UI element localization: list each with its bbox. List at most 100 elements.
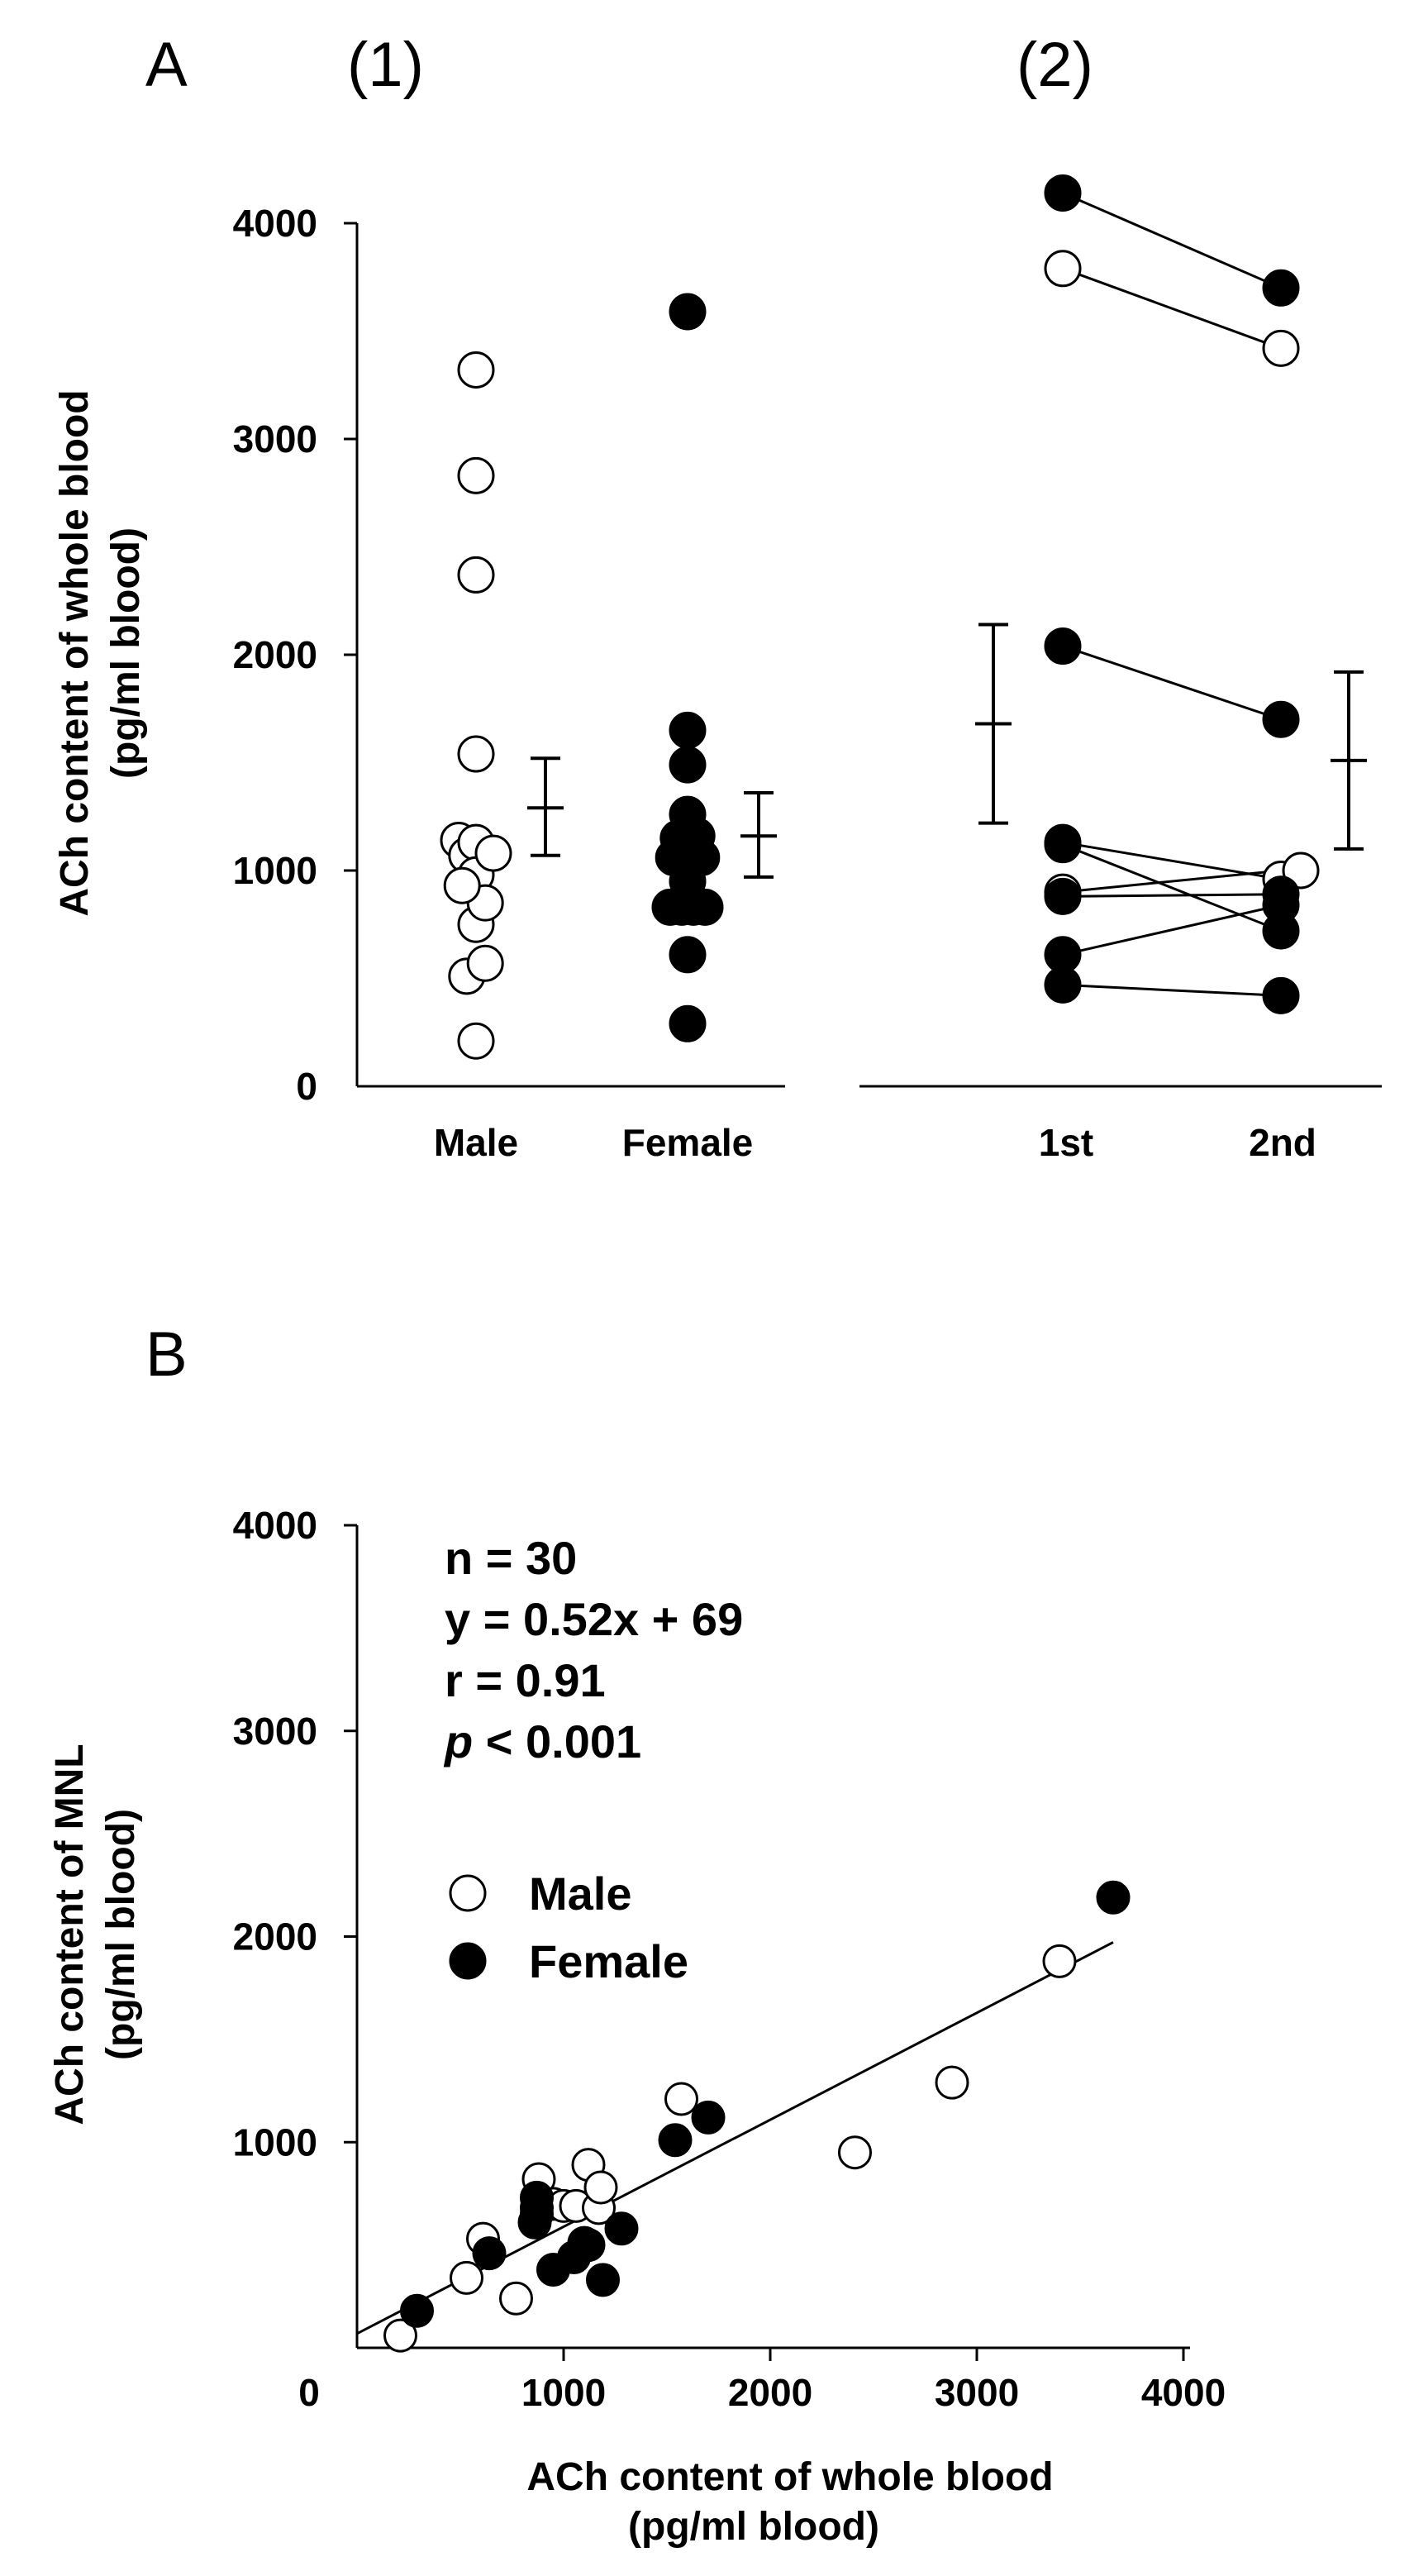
panel-a1-axes: 4000 3000 2000 1000 0 Male Female ACh conten… bbox=[53, 202, 785, 1164]
a1-x-tick-male: Male bbox=[434, 1121, 518, 1164]
b-point-female bbox=[400, 2293, 434, 2328]
a1-point-male bbox=[474, 834, 512, 872]
a1-x-tick-female: Female bbox=[622, 1121, 754, 1164]
stat-p-symbol: p bbox=[443, 1715, 473, 1767]
a1-point-male bbox=[457, 556, 495, 594]
b-x-tick-label: 4000 bbox=[1141, 2371, 1226, 2414]
b-y-title-line2: (pg/ml blood) bbox=[99, 1809, 143, 2060]
a1-point-female bbox=[669, 711, 707, 749]
panel-b-marks bbox=[356, 1880, 1131, 2353]
b-point-male bbox=[383, 2318, 417, 2353]
a1-point-female bbox=[686, 888, 724, 926]
b-y-tick-label: 2000 bbox=[233, 1915, 317, 1958]
stat-r: r = 0.91 bbox=[445, 1654, 606, 1706]
b-point-female bbox=[520, 2197, 554, 2231]
b-point-male bbox=[935, 2065, 969, 2100]
b-point-male bbox=[838, 2135, 872, 2170]
a1-y-title-line2: (pg/ml blood) bbox=[104, 527, 148, 779]
a2-point-1st bbox=[1044, 627, 1082, 665]
b-point-female bbox=[1096, 1880, 1131, 1915]
a2-pair-line bbox=[1062, 192, 1282, 289]
a2-point-2nd bbox=[1262, 976, 1300, 1014]
b-origin-label: 0 bbox=[298, 2371, 320, 2414]
a1-point-male bbox=[457, 735, 495, 773]
stat-n: n = 30 bbox=[445, 1532, 577, 1584]
a1-point-female bbox=[669, 862, 707, 900]
a1-point-female bbox=[669, 936, 707, 974]
a2-point-1st bbox=[1044, 826, 1082, 864]
a1-point-male bbox=[466, 944, 504, 982]
stat-equation: y = 0.52x + 69 bbox=[445, 1593, 743, 1645]
b-point-female bbox=[658, 2123, 693, 2158]
b-point-male bbox=[450, 2260, 483, 2295]
a1-point-male bbox=[457, 351, 495, 389]
b-point-male bbox=[583, 2170, 618, 2205]
a1-y-title-line1: ACh content of whole blood bbox=[53, 389, 97, 916]
legend-male-marker bbox=[449, 1874, 487, 1912]
b-stats: n = 30 y = 0.52x + 69 r = 0.91 p < 0.001 bbox=[443, 1532, 743, 1767]
a2-point-1st bbox=[1044, 250, 1082, 288]
panel-a1-marks bbox=[440, 293, 777, 1060]
b-point-female bbox=[691, 2100, 726, 2135]
a1-point-male bbox=[457, 456, 495, 494]
a2-pair-line bbox=[1062, 267, 1282, 350]
b-point-female bbox=[604, 2211, 639, 2246]
a2-pair-line bbox=[1062, 869, 1282, 894]
a1-y-tick-label: 3000 bbox=[233, 417, 317, 460]
a2-x-tick-2nd: 2nd bbox=[1249, 1121, 1316, 1164]
b-x-title-line1: ACh content of whole blood bbox=[526, 2455, 1053, 2499]
b-point-male bbox=[664, 2082, 698, 2116]
a1-point-male bbox=[443, 866, 481, 904]
a1-y-tick-label: 2000 bbox=[233, 633, 317, 676]
a2-pair-line bbox=[1062, 983, 1282, 997]
a2-x-tick-1st: 1st bbox=[1039, 1121, 1093, 1164]
a2-point-2nd bbox=[1262, 700, 1300, 738]
b-point-male bbox=[1042, 1944, 1077, 1978]
legend-female-marker bbox=[449, 1942, 487, 1980]
a2-pair-line bbox=[1062, 843, 1282, 933]
a2-point-2nd bbox=[1262, 886, 1300, 924]
a1-point-male bbox=[457, 1022, 495, 1060]
a1-y-tick-label: 0 bbox=[296, 1065, 317, 1108]
a2-point-2nd bbox=[1262, 329, 1300, 367]
a2-point-1st bbox=[1044, 174, 1082, 212]
panel-a-label: A bbox=[145, 30, 188, 100]
b-point-female bbox=[472, 2236, 507, 2271]
b-x-tick-label: 2000 bbox=[728, 2371, 812, 2414]
b-point-female bbox=[571, 2228, 606, 2263]
a1-point-female bbox=[669, 1004, 707, 1042]
a2-pair-line bbox=[1062, 904, 1282, 956]
b-x-ticks: 1000 2000 3000 4000 bbox=[521, 2348, 1226, 2414]
a2-point-2nd bbox=[1262, 269, 1300, 307]
b-point-male bbox=[499, 2281, 533, 2316]
b-legend: Male Female bbox=[449, 1868, 688, 1987]
legend-male-label: Male bbox=[529, 1868, 632, 1920]
b-y-tick-label: 3000 bbox=[233, 1710, 317, 1753]
a2-pair-line bbox=[1062, 645, 1282, 721]
a2-point-1st bbox=[1044, 966, 1082, 1004]
a1-point-female bbox=[669, 293, 707, 331]
a2-point-1st bbox=[1044, 877, 1082, 915]
b-x-title-line2: (pg/ml blood) bbox=[628, 2505, 879, 2549]
b-x-tick-label: 3000 bbox=[935, 2371, 1019, 2414]
a1-y-tick-label: 1000 bbox=[233, 849, 317, 892]
b-y-tick-label: 4000 bbox=[233, 1504, 317, 1547]
panel-a2-marks bbox=[975, 174, 1367, 1014]
panel-a2-axes: 1st 2nd bbox=[859, 1085, 1382, 1164]
panel-b-axes: 4000 3000 2000 1000 1000 2000 3000 4000 0 ACh … bbox=[48, 1504, 1226, 2549]
a1-y-ticks: 4000 3000 2000 1000 0 bbox=[233, 202, 357, 1108]
b-point-female bbox=[586, 2263, 620, 2297]
legend-female-label: Female bbox=[529, 1935, 688, 1987]
a2-pair-line bbox=[1062, 893, 1282, 898]
stat-p: p < 0.001 bbox=[443, 1715, 641, 1767]
b-x-tick-label: 1000 bbox=[521, 2371, 606, 2414]
stat-p-value: < 0.001 bbox=[473, 1715, 641, 1767]
a1-y-tick-label: 4000 bbox=[233, 202, 317, 245]
b-y-title-line1: ACh content of MNL bbox=[48, 1744, 92, 2125]
panel-a1-sublabel: (1) bbox=[347, 30, 424, 100]
b-y-ticks: 4000 3000 2000 1000 bbox=[233, 1504, 357, 2163]
panel-a2-sublabel: (2) bbox=[1016, 30, 1093, 100]
a2-point-2nd bbox=[1282, 852, 1320, 890]
b-y-tick-label: 1000 bbox=[233, 2120, 317, 2163]
